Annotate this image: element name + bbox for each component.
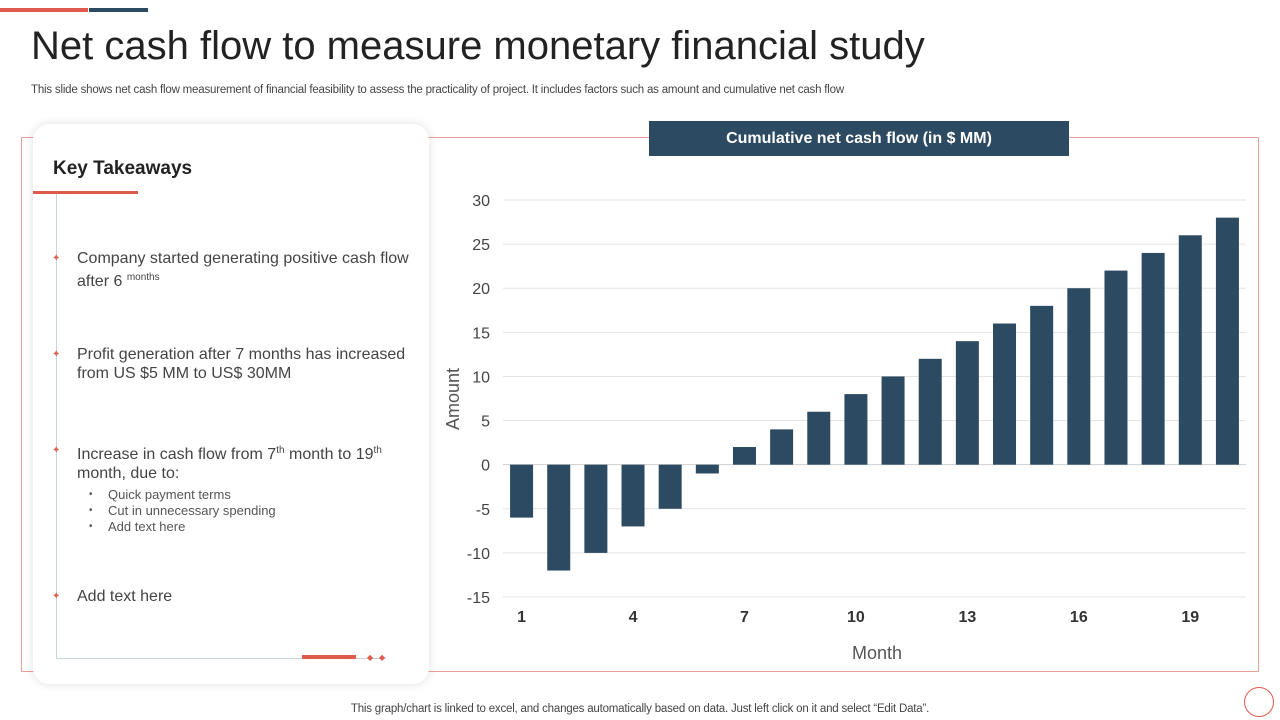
bar-month-16[interactable] <box>1067 288 1091 465</box>
bar-month-12[interactable] <box>918 358 942 465</box>
key-takeaways-card: Key Takeaways ◆ ◆ ✦ Company started gene… <box>33 124 429 684</box>
y-tick-label: 15 <box>472 325 490 342</box>
chart-title: Cumulative net cash flow (in $ MM) <box>649 121 1069 156</box>
takeaway-text: month to 19 <box>284 446 374 463</box>
title-underline <box>33 191 138 194</box>
takeaway-text: Company started generating positive cash… <box>77 250 409 290</box>
sub-list-item: Add text here <box>77 519 412 535</box>
bar-month-11[interactable] <box>881 376 905 465</box>
y-tick-label: 25 <box>472 237 490 254</box>
x-tick-label: 16 <box>1070 609 1088 626</box>
footer-note: This graph/chart is linked to excel, and… <box>350 703 930 715</box>
y-tick-label: 0 <box>481 458 490 475</box>
bar-month-4[interactable] <box>621 464 645 527</box>
x-tick-label: 19 <box>1181 609 1199 626</box>
bar-month-10[interactable] <box>844 394 868 465</box>
y-tick-label: 5 <box>481 414 490 431</box>
takeaway-text: Add text here <box>77 588 173 605</box>
y-tick-label: -5 <box>476 502 490 519</box>
accent-bar-navy <box>89 8 148 12</box>
timeline-line-horizontal <box>56 658 386 659</box>
star-bullet-icon: ✦ <box>52 253 61 264</box>
y-tick-label: 10 <box>472 369 490 386</box>
bar-month-2[interactable] <box>547 464 571 571</box>
takeaway-text: month, due to: <box>77 465 180 482</box>
bar-month-19[interactable] <box>1178 235 1202 465</box>
x-tick-label: 10 <box>847 609 865 626</box>
bar-month-18[interactable] <box>1141 252 1165 465</box>
timeline-line-vertical <box>56 194 57 658</box>
x-tick-label: 4 <box>629 609 638 626</box>
takeaway-item: ✦ Company started generating positive ca… <box>52 249 412 291</box>
takeaway-text: Increase in cash flow from 7 <box>77 446 277 463</box>
bar-month-6[interactable] <box>695 464 719 474</box>
bar-month-8[interactable] <box>770 429 794 465</box>
sub-list-item: Cut in unnecessary spending <box>77 503 412 519</box>
takeaway-sup: months <box>126 272 160 283</box>
decorative-dot: ◆ <box>379 653 386 662</box>
takeaway-item: ✦ Increase in cash flow from 7th month t… <box>52 441 412 535</box>
star-bullet-icon: ✦ <box>52 349 61 360</box>
bar-month-5[interactable] <box>658 464 682 509</box>
bar-month-1[interactable] <box>510 464 534 518</box>
chart-frame <box>21 137 1259 672</box>
bar-month-13[interactable] <box>955 341 979 465</box>
x-tick-label: 7 <box>740 609 749 626</box>
takeaway-sup: th <box>373 445 382 456</box>
page-subtitle: This slide shows net cash flow measureme… <box>31 84 844 96</box>
x-tick-label: 1 <box>517 609 526 626</box>
bar-month-3[interactable] <box>584 464 608 553</box>
x-tick-label: 13 <box>958 609 976 626</box>
bar-month-9[interactable] <box>807 411 831 465</box>
bar-month-17[interactable] <box>1104 270 1128 465</box>
x-axis-label: Month <box>852 643 902 663</box>
corner-circle-decoration <box>1244 687 1274 717</box>
y-axis-label: Amount <box>443 368 463 430</box>
y-tick-label: -10 <box>467 546 490 563</box>
takeaway-item: ✦ Add text here <box>52 587 412 606</box>
bar-month-14[interactable] <box>993 323 1017 465</box>
sub-list-item: Quick payment terms <box>77 487 412 503</box>
star-bullet-icon: ✦ <box>52 591 61 602</box>
sub-list: Quick payment terms Cut in unnecessary s… <box>77 487 412 535</box>
decorative-dot: ◆ <box>367 653 374 662</box>
accent-bar-red <box>0 8 88 12</box>
key-takeaways-title: Key Takeaways <box>53 158 193 179</box>
y-tick-label: -15 <box>467 590 490 607</box>
bar-month-15[interactable] <box>1030 305 1054 465</box>
y-tick-label: 30 <box>472 193 490 210</box>
y-tick-label: 20 <box>472 281 490 298</box>
decorative-dash <box>302 655 356 659</box>
takeaway-item: ✦ Profit generation after 7 months has i… <box>52 345 412 383</box>
takeaway-sup: th <box>276 445 285 456</box>
takeaway-text: Profit generation after 7 months has inc… <box>77 346 406 382</box>
page-title: Net cash flow to measure monetary financ… <box>31 24 925 68</box>
bar-month-7[interactable] <box>732 447 756 465</box>
bar-month-20[interactable] <box>1215 217 1239 465</box>
star-bullet-icon: ✦ <box>52 445 61 456</box>
